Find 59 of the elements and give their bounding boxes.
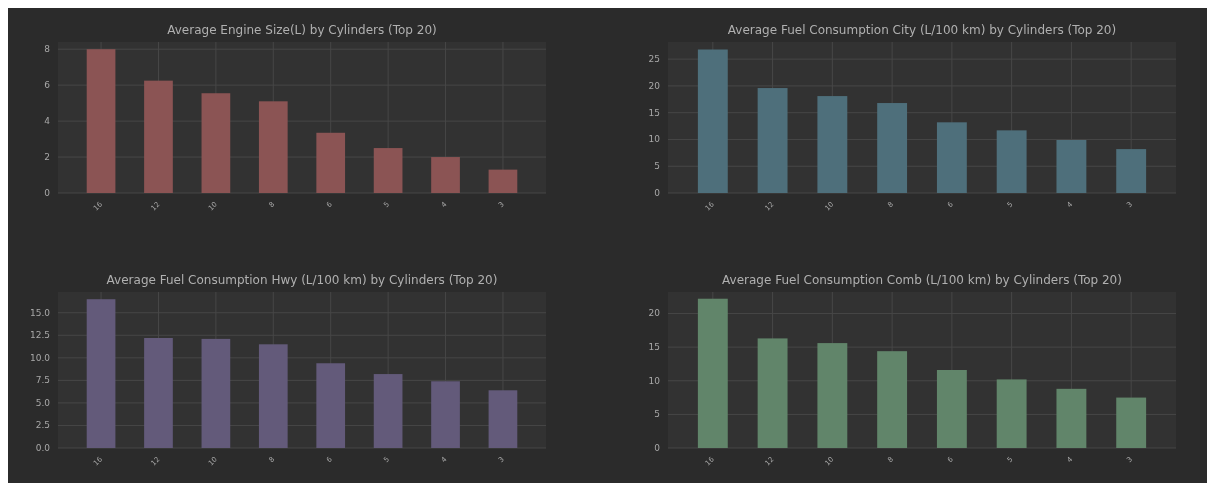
y-tick-label: 2.5 bbox=[35, 420, 50, 431]
bar bbox=[877, 103, 908, 193]
y-tick-label: 0 bbox=[654, 187, 661, 198]
bar bbox=[1116, 397, 1147, 448]
y-tick-label: 10 bbox=[648, 375, 661, 386]
y-tick-label: 5 bbox=[654, 409, 660, 420]
bar bbox=[86, 49, 116, 193]
bar bbox=[697, 49, 728, 193]
bar bbox=[996, 379, 1027, 448]
bar bbox=[757, 338, 788, 448]
y-tick-label: 5.0 bbox=[35, 397, 51, 408]
y-tick-label: 12.5 bbox=[29, 330, 50, 341]
y-tick-label: 0.0 bbox=[35, 442, 51, 453]
chart-title: Average Engine Size(L) by Cylinders (Top 20) bbox=[167, 23, 437, 37]
y-tick-label: 10 bbox=[648, 134, 661, 145]
y-tick-label: 10.0 bbox=[29, 352, 51, 363]
bar bbox=[757, 88, 788, 193]
y-tick-label: 20 bbox=[648, 308, 661, 319]
y-tick-label: 20 bbox=[648, 80, 661, 91]
bar bbox=[144, 337, 173, 448]
y-tick-label: 4 bbox=[44, 115, 51, 126]
bar bbox=[1116, 149, 1147, 193]
bar bbox=[316, 132, 346, 193]
bar bbox=[877, 351, 908, 448]
bar bbox=[316, 363, 346, 448]
y-tick-label: 5 bbox=[654, 161, 660, 172]
y-tick-label: 6 bbox=[44, 80, 51, 91]
bar bbox=[488, 390, 518, 448]
y-tick-label: 0 bbox=[44, 187, 51, 198]
bar bbox=[86, 299, 116, 448]
bar bbox=[1056, 388, 1087, 448]
bar bbox=[431, 157, 460, 193]
bar bbox=[373, 148, 403, 193]
bar bbox=[996, 130, 1027, 193]
bar bbox=[144, 80, 173, 193]
y-tick-label: 15.0 bbox=[29, 307, 51, 318]
bar bbox=[1056, 139, 1087, 193]
bar bbox=[936, 122, 967, 193]
chart-title: Average Fuel Consumption Hwy (L/100 km) by Cylinders (Top 20) bbox=[106, 273, 498, 287]
y-tick-label: 25 bbox=[648, 54, 660, 65]
bar bbox=[697, 298, 728, 448]
y-tick-label: 7.5 bbox=[35, 375, 50, 386]
y-tick-label: 0 bbox=[654, 442, 661, 453]
bar bbox=[201, 338, 231, 448]
bar bbox=[488, 169, 518, 193]
y-tick-label: 2 bbox=[44, 151, 50, 162]
chart-title: Average Fuel Consumption City (L/100 km) by Cylinders (Top 20) bbox=[727, 23, 1117, 37]
bar bbox=[258, 101, 288, 193]
chart-title: Average Fuel Consumption Comb (L/100 km) by Cylinders (Top 20) bbox=[722, 273, 1122, 287]
bar bbox=[817, 343, 848, 448]
bar bbox=[936, 370, 967, 448]
y-tick-label: 15 bbox=[648, 107, 660, 118]
bar bbox=[201, 93, 231, 193]
y-tick-label: 15 bbox=[648, 342, 660, 353]
bar bbox=[817, 96, 848, 193]
y-tick-label: 8 bbox=[44, 44, 51, 55]
bar bbox=[431, 381, 460, 448]
bar bbox=[258, 344, 288, 448]
bar bbox=[373, 374, 403, 448]
